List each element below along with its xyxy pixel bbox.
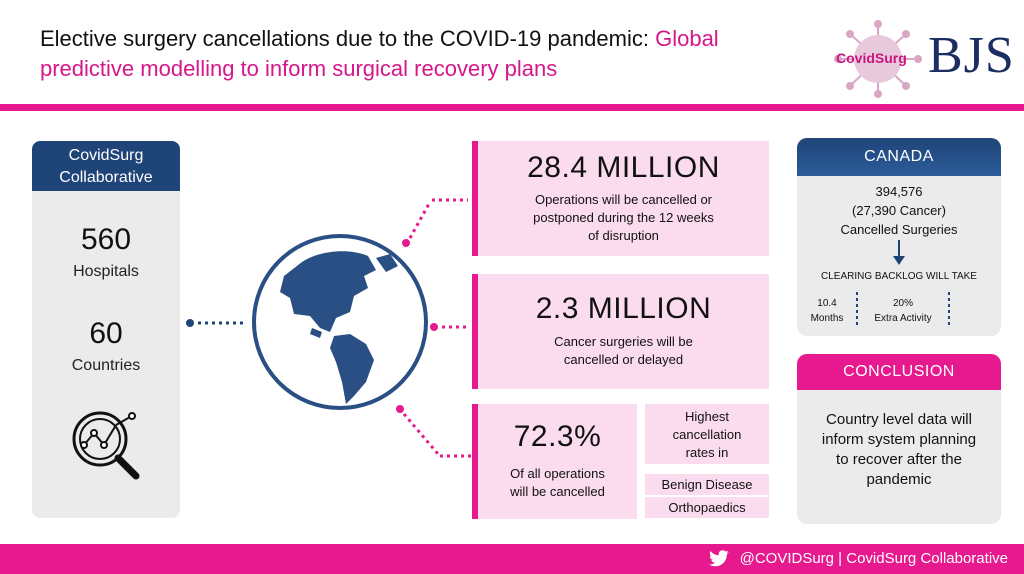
connector-dots-lower bbox=[402, 413, 472, 458]
collaborative-card-heading: CovidSurg Collaborative bbox=[32, 141, 180, 191]
collaborative-heading-line1: CovidSurg bbox=[68, 147, 144, 164]
cancer-surgeries-value: 2.3 MILLION bbox=[535, 292, 712, 325]
bjs-logo: BJS bbox=[928, 27, 1015, 84]
globe-americas-icon bbox=[252, 234, 428, 410]
magnifier-chart-icon bbox=[72, 411, 140, 480]
percent-cancelled-box: 72.3% Of all operations will be cancelle… bbox=[472, 404, 637, 519]
operations-cancelled-box: 28.4 MILLION Operations will be cancelle… bbox=[472, 141, 769, 256]
arrow-down-icon bbox=[893, 240, 905, 265]
percent-cancelled-value: 72.3% bbox=[513, 420, 602, 453]
highest-rates-box: Highest cancellation rates in bbox=[645, 404, 769, 464]
canada-heading: CANADA bbox=[797, 138, 1001, 176]
footer-handle[interactable]: @COVIDSurg | CovidSurg Collaborative bbox=[739, 550, 1008, 567]
operations-cancelled-line2: postponed during the 12 weeks bbox=[533, 210, 714, 225]
countries-label: Countries bbox=[71, 357, 141, 374]
conclusion-line3: to recover after the bbox=[836, 451, 962, 468]
countries-count: 60 bbox=[89, 317, 123, 350]
title-main: Elective surgery cancellations due to th… bbox=[40, 26, 656, 51]
clearing-backlog-label: CLEARING BACKLOG WILL TAKE bbox=[821, 271, 977, 282]
extra-activity-label: Extra Activity bbox=[874, 313, 932, 324]
extra-activity-value: 20% bbox=[892, 298, 913, 309]
conclusion-card: CONCLUSION Country level data will infor… bbox=[797, 354, 1001, 524]
covidsurg-virus-logo-icon bbox=[834, 20, 922, 98]
collaborative-card: CovidSurg Collaborative 560 Hospitals 60… bbox=[32, 141, 180, 518]
canada-cancelled-label: Cancelled Surgeries bbox=[840, 222, 958, 237]
footer: @COVIDSurg | CovidSurg Collaborative bbox=[0, 544, 1024, 574]
title-accent: Global predictive modelling to inform su… bbox=[40, 26, 719, 81]
operations-cancelled-line3: of disruption bbox=[588, 228, 659, 243]
highest-rates-line3: rates in bbox=[685, 445, 729, 460]
conclusion-line4: pandemic bbox=[866, 471, 932, 488]
hospitals-label: Hospitals bbox=[73, 263, 139, 280]
dotted-divider bbox=[856, 292, 858, 326]
cancer-surgeries-line1: Cancer surgeries will be bbox=[554, 334, 693, 349]
cancer-surgeries-line2: cancelled or delayed bbox=[563, 352, 684, 367]
header: Elective surgery cancellations due to th… bbox=[0, 0, 1024, 104]
conclusion-heading: CONCLUSION bbox=[797, 354, 1001, 390]
box-accent-bar bbox=[472, 274, 478, 389]
conclusion-line2: inform system planning bbox=[821, 431, 977, 448]
twitter-icon[interactable] bbox=[708, 550, 730, 568]
cancer-surgeries-box: 2.3 MILLION Cancer surgeries will be can… bbox=[472, 274, 769, 389]
page-title: Elective surgery cancellations due to th… bbox=[40, 24, 800, 84]
conclusion-line1: Country level data will bbox=[826, 411, 972, 428]
months-label: Months bbox=[810, 313, 844, 324]
percent-cancelled-line2: will be cancelled bbox=[510, 484, 605, 499]
highest-rates-line1: Highest bbox=[684, 409, 730, 424]
connector-dots bbox=[186, 198, 468, 413]
hospitals-count: 560 bbox=[80, 223, 132, 256]
months-value: 10.4 bbox=[817, 298, 837, 309]
header-divider bbox=[0, 104, 1024, 111]
collaborative-heading-line2: Collaborative bbox=[59, 169, 153, 186]
covidsurg-logo-text: CovidSurg bbox=[836, 50, 907, 66]
operations-cancelled-value: 28.4 MILLION bbox=[527, 151, 720, 184]
orthopaedics-tag: Orthopaedics bbox=[645, 497, 769, 518]
benign-disease-tag: Benign Disease bbox=[645, 474, 769, 495]
canada-cancelled-count: 394,576 bbox=[875, 184, 923, 199]
canada-card: CANADA 394,576 (27,390 Cancer) Cancelled… bbox=[797, 138, 1001, 336]
dotted-divider bbox=[948, 292, 950, 326]
percent-cancelled-line1: Of all operations bbox=[510, 466, 605, 481]
canada-cancer-count: (27,390 Cancer) bbox=[852, 203, 946, 218]
operations-cancelled-line1: Operations will be cancelled or bbox=[534, 192, 713, 207]
box-accent-bar bbox=[472, 404, 478, 519]
box-accent-bar bbox=[472, 141, 478, 256]
highest-rates-line2: cancellation bbox=[672, 427, 742, 442]
